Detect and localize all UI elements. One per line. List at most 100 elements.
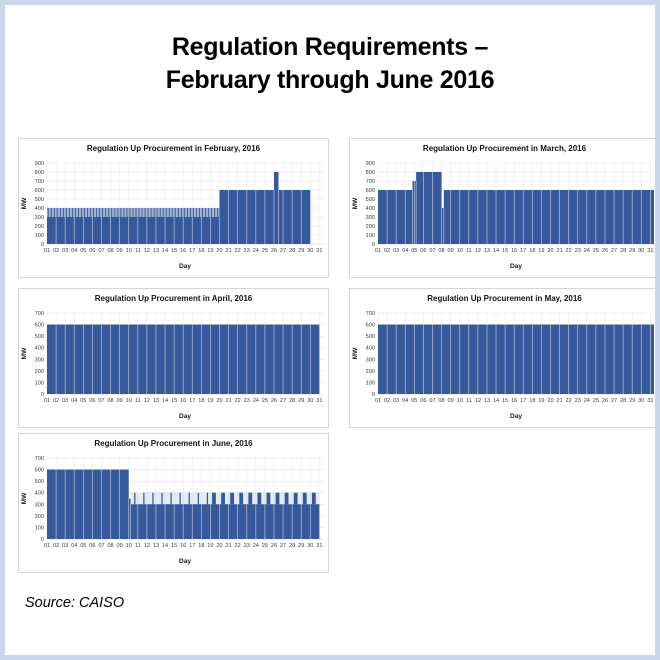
- svg-text:22: 22: [235, 543, 241, 549]
- svg-text:500: 500: [35, 197, 44, 203]
- svg-text:29: 29: [298, 398, 304, 404]
- svg-text:25: 25: [262, 543, 268, 549]
- svg-text:Day: Day: [510, 413, 522, 420]
- svg-text:05: 05: [80, 543, 86, 549]
- svg-text:08: 08: [107, 543, 113, 549]
- source-note: Source: CAISO: [25, 595, 125, 611]
- svg-text:700: 700: [35, 311, 44, 317]
- svg-text:06: 06: [89, 248, 95, 254]
- svg-text:30: 30: [307, 398, 313, 404]
- svg-text:14: 14: [162, 398, 168, 404]
- svg-text:400: 400: [366, 346, 375, 352]
- svg-text:600: 600: [366, 188, 375, 194]
- svg-text:10: 10: [457, 248, 463, 254]
- svg-text:Day: Day: [510, 263, 522, 270]
- svg-text:100: 100: [35, 525, 44, 531]
- svg-text:24: 24: [253, 248, 259, 254]
- svg-text:28: 28: [289, 543, 295, 549]
- svg-text:20: 20: [216, 398, 222, 404]
- chart-plot-march: 0 100 200 300 400 500 600 700 800 900 01 02 03 04 05 06…: [352, 161, 654, 270]
- svg-text:16: 16: [511, 398, 517, 404]
- svg-text:01: 01: [375, 248, 381, 254]
- svg-text:07: 07: [98, 398, 104, 404]
- chart-plot-april: 0 100 200 300 400 500 600 700 01 02 03 04 05 06 07 08 09…: [21, 311, 323, 420]
- svg-text:31: 31: [316, 398, 322, 404]
- svg-text:03: 03: [62, 398, 68, 404]
- svg-text:14: 14: [493, 248, 499, 254]
- svg-text:28: 28: [289, 398, 295, 404]
- svg-text:26: 26: [271, 543, 277, 549]
- svg-text:05: 05: [411, 398, 417, 404]
- svg-text:06: 06: [420, 248, 426, 254]
- svg-text:22: 22: [566, 248, 572, 254]
- svg-text:22: 22: [235, 248, 241, 254]
- svg-text:15: 15: [502, 398, 508, 404]
- svg-text:25: 25: [593, 248, 599, 254]
- svg-text:06: 06: [89, 543, 95, 549]
- svg-text:09: 09: [117, 248, 123, 254]
- svg-text:Day: Day: [179, 263, 191, 270]
- svg-text:300: 300: [35, 502, 44, 508]
- svg-text:300: 300: [366, 215, 375, 221]
- svg-text:18: 18: [198, 248, 204, 254]
- svg-text:03: 03: [393, 248, 399, 254]
- svg-text:17: 17: [520, 248, 526, 254]
- svg-text:25: 25: [262, 248, 268, 254]
- svg-text:09: 09: [117, 543, 123, 549]
- svg-text:25: 25: [593, 398, 599, 404]
- svg-text:700: 700: [366, 311, 375, 317]
- svg-text:01: 01: [44, 398, 50, 404]
- svg-text:500: 500: [366, 334, 375, 340]
- svg-text:04: 04: [71, 248, 77, 254]
- svg-text:12: 12: [475, 248, 481, 254]
- svg-text:21: 21: [225, 543, 231, 549]
- svg-text:13: 13: [153, 543, 159, 549]
- svg-text:200: 200: [366, 224, 375, 230]
- svg-text:23: 23: [244, 398, 250, 404]
- svg-text:MW: MW: [352, 197, 359, 209]
- svg-text:11: 11: [135, 248, 141, 254]
- svg-text:08: 08: [438, 398, 444, 404]
- svg-text:23: 23: [575, 398, 581, 404]
- svg-text:27: 27: [280, 398, 286, 404]
- svg-text:04: 04: [71, 543, 77, 549]
- svg-text:10: 10: [126, 398, 132, 404]
- svg-text:02: 02: [53, 248, 59, 254]
- svg-text:100: 100: [366, 233, 375, 239]
- svg-text:700: 700: [366, 179, 375, 185]
- svg-text:30: 30: [307, 248, 313, 254]
- svg-text:31: 31: [316, 248, 322, 254]
- svg-text:18: 18: [529, 248, 535, 254]
- svg-text:MW: MW: [21, 197, 28, 209]
- svg-text:11: 11: [135, 543, 141, 549]
- svg-text:17: 17: [189, 398, 195, 404]
- svg-text:16: 16: [180, 248, 186, 254]
- svg-text:700: 700: [35, 179, 44, 185]
- svg-text:100: 100: [366, 380, 375, 386]
- svg-text:04: 04: [402, 248, 408, 254]
- svg-text:01: 01: [44, 543, 50, 549]
- chart-title-april: Regulation Up Procurement in April, 2016: [94, 294, 253, 303]
- svg-text:13: 13: [484, 248, 490, 254]
- svg-text:600: 600: [35, 323, 44, 329]
- svg-text:28: 28: [620, 398, 626, 404]
- svg-text:Day: Day: [179, 558, 191, 565]
- svg-text:17: 17: [189, 543, 195, 549]
- svg-text:21: 21: [225, 398, 231, 404]
- svg-text:600: 600: [35, 468, 44, 474]
- svg-text:04: 04: [402, 398, 408, 404]
- svg-text:400: 400: [366, 206, 375, 212]
- svg-text:16: 16: [180, 398, 186, 404]
- svg-text:23: 23: [244, 248, 250, 254]
- svg-text:MW: MW: [352, 347, 359, 359]
- svg-text:17: 17: [520, 398, 526, 404]
- svg-text:MW: MW: [21, 347, 28, 359]
- svg-text:07: 07: [98, 248, 104, 254]
- page-title: Regulation Requirements – February throu…: [165, 33, 495, 94]
- svg-text:200: 200: [35, 369, 44, 375]
- svg-text:03: 03: [62, 543, 68, 549]
- svg-text:18: 18: [198, 543, 204, 549]
- svg-text:20: 20: [216, 543, 222, 549]
- svg-text:26: 26: [602, 398, 608, 404]
- svg-text:08: 08: [107, 398, 113, 404]
